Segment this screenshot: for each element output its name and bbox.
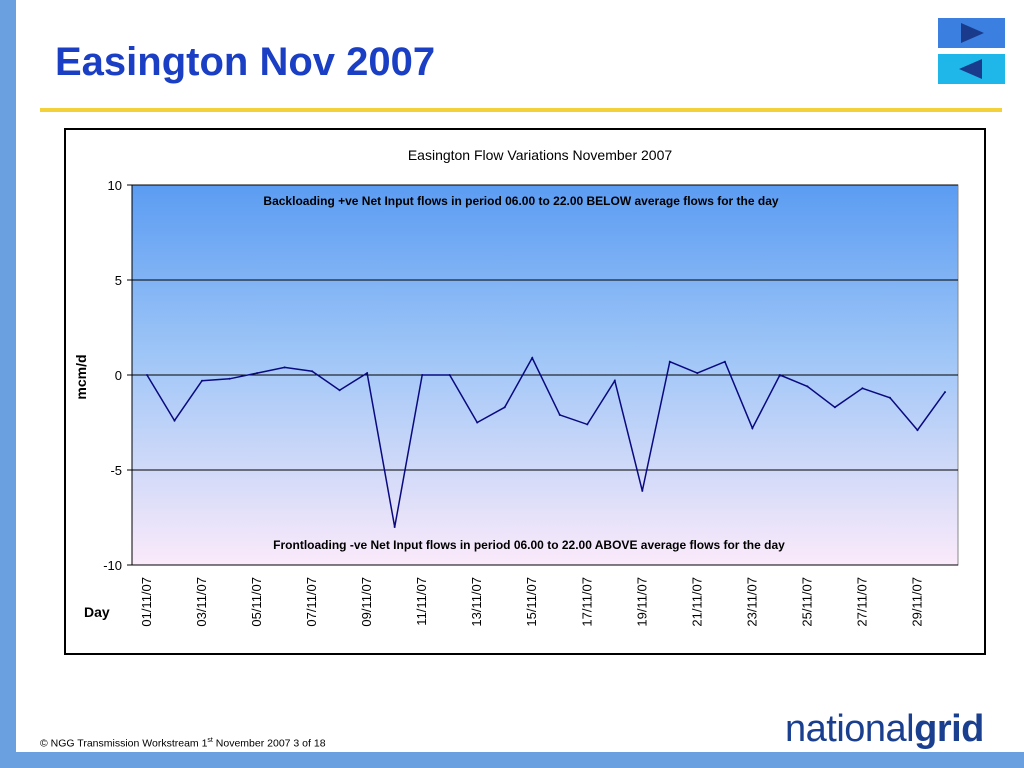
data-point bbox=[201, 379, 204, 382]
x-tick-label: 23/11/07 bbox=[744, 577, 759, 627]
footer-suffix: November 2007 3 of 18 bbox=[212, 737, 326, 750]
x-tick-label: 19/11/07 bbox=[634, 577, 649, 627]
x-tick-label: 15/11/07 bbox=[524, 577, 539, 627]
x-tick-label: 11/11/07 bbox=[414, 577, 429, 626]
data-point bbox=[861, 387, 864, 390]
national-grid-logo: nationalgrid bbox=[785, 708, 984, 751]
data-point bbox=[751, 427, 754, 430]
y-tick-label: -5 bbox=[110, 463, 122, 478]
y-tick-label: 0 bbox=[115, 368, 122, 383]
data-point bbox=[696, 372, 699, 375]
x-tick-label: 03/11/07 bbox=[194, 577, 209, 627]
data-point bbox=[888, 396, 891, 399]
data-point bbox=[723, 360, 726, 363]
chart-frame: Easington Flow Variations November 2007 1… bbox=[64, 128, 986, 655]
x-tick-label: 17/11/07 bbox=[579, 577, 594, 627]
play-right-icon bbox=[961, 23, 984, 43]
x-tick-label: 21/11/07 bbox=[689, 577, 704, 627]
footer-prefix: © NGG Transmission Workstream 1 bbox=[40, 737, 208, 750]
data-point bbox=[228, 377, 231, 380]
data-point bbox=[366, 372, 369, 375]
data-point bbox=[641, 489, 644, 492]
x-tick-label: 09/11/07 bbox=[359, 577, 374, 627]
data-point bbox=[778, 374, 781, 376]
data-point bbox=[613, 379, 616, 382]
data-point bbox=[311, 370, 314, 373]
y-axis-label: mcm/d bbox=[73, 354, 89, 399]
annotation-frontloading: Frontloading -ve Net Input flows in peri… bbox=[273, 538, 785, 552]
y-tick-label: 5 bbox=[115, 273, 122, 288]
title-underline bbox=[40, 108, 1002, 112]
logo-bold-text: grid bbox=[914, 708, 984, 750]
data-point bbox=[421, 374, 424, 376]
data-point bbox=[476, 421, 479, 424]
footer-superscript: st bbox=[207, 737, 213, 744]
annotation-backloading: Backloading +ve Net Input flows in perio… bbox=[263, 194, 778, 208]
x-tick-label: 25/11/07 bbox=[799, 577, 814, 627]
data-point bbox=[173, 419, 176, 422]
data-point bbox=[393, 526, 396, 528]
page-title: Easington Nov 2007 bbox=[55, 40, 436, 84]
data-point bbox=[503, 406, 506, 409]
next-slide-button[interactable] bbox=[938, 18, 1005, 48]
data-point bbox=[531, 356, 534, 359]
x-tick-label: 01/11/07 bbox=[139, 577, 154, 627]
y-tick-label: 10 bbox=[108, 178, 122, 193]
logo-regular-text: national bbox=[785, 708, 915, 750]
x-axis-label: Day bbox=[84, 604, 110, 620]
line-chart: Easington Flow Variations November 2007 1… bbox=[73, 147, 959, 627]
data-point bbox=[944, 391, 946, 394]
x-tick-label: 29/11/07 bbox=[909, 577, 924, 627]
x-tick-label: 27/11/07 bbox=[854, 577, 869, 627]
chart-title: Easington Flow Variations November 2007 bbox=[408, 147, 673, 163]
data-point bbox=[586, 423, 589, 426]
data-point bbox=[558, 413, 561, 416]
play-left-icon bbox=[959, 59, 982, 79]
series-line bbox=[146, 356, 946, 528]
x-tick-label: 05/11/07 bbox=[249, 577, 264, 627]
x-tick-label: 13/11/07 bbox=[469, 577, 484, 627]
data-point bbox=[448, 374, 451, 376]
data-point bbox=[916, 429, 919, 432]
bottom-accent-bar bbox=[0, 752, 1024, 768]
y-tick-label: -10 bbox=[103, 558, 122, 573]
data-point bbox=[146, 374, 148, 376]
data-point bbox=[806, 385, 809, 388]
data-point bbox=[668, 360, 671, 363]
x-tick-label: 07/11/07 bbox=[304, 577, 319, 627]
data-point bbox=[833, 406, 836, 409]
left-accent-bar bbox=[0, 0, 16, 768]
data-point bbox=[283, 366, 286, 369]
footer-text: © NGG Transmission Workstream 1st Novemb… bbox=[40, 737, 326, 750]
data-point bbox=[338, 389, 341, 392]
data-point bbox=[256, 372, 259, 375]
previous-slide-button[interactable] bbox=[938, 54, 1005, 84]
